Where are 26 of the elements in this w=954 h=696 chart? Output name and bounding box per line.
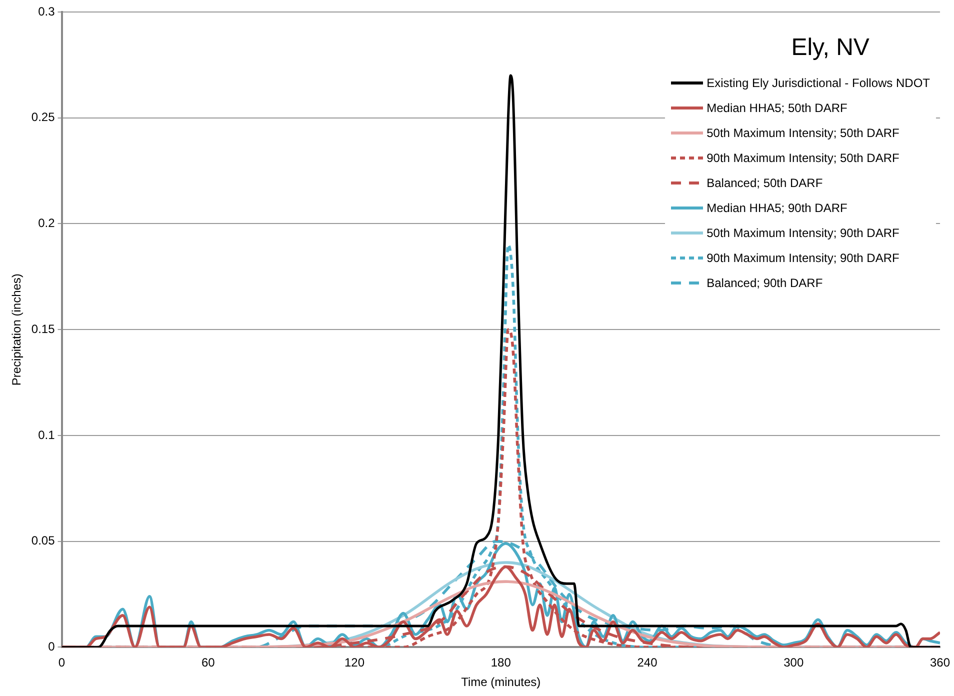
y-tick-label: 0.2	[38, 216, 56, 230]
legend-label: 90th Maximum Intensity; 50th DARF	[706, 150, 900, 164]
x-tick-label: 300	[784, 656, 804, 670]
y-tick-label: 0.15	[31, 322, 56, 336]
y-axis-title: Precipitation (inches)	[10, 274, 24, 386]
x-tick-label: 240	[637, 656, 658, 670]
x-axis-title: Time (minutes)	[461, 675, 541, 690]
legend-label: Existing Ely Jurisdictional - Follows NDOT	[706, 76, 930, 90]
y-tick-label: 0.25	[31, 110, 56, 124]
y-tick-label: 0.3	[38, 4, 56, 18]
text: Ely, NV	[790, 34, 870, 62]
legend-label: Balanced; 90th DARF	[706, 276, 823, 290]
y-tick-label: 0	[48, 640, 56, 654]
legend-label: 50th Maximum Intensity; 50th DARF	[706, 126, 900, 140]
legend-label: 90th Maximum Intensity; 90th DARF	[706, 250, 900, 264]
x-tick-label: 180	[490, 656, 512, 670]
x-tick-label: 120	[344, 656, 365, 670]
x-tick-label: 0	[58, 656, 66, 670]
y-tick-label: 0.05	[31, 534, 56, 548]
x-tick-label: 360	[930, 656, 950, 670]
legend-label: Balanced; 50th DARF	[706, 176, 823, 190]
legend-label: Median HHA5; 90th DARF	[706, 200, 848, 214]
legend-label: Median HHA5; 50th DARF	[706, 100, 848, 114]
legend-label: 50th Maximum Intensity; 90th DARF	[706, 226, 900, 240]
x-tick-label: 60	[201, 656, 216, 670]
y-tick-label: 0.1	[38, 428, 56, 442]
